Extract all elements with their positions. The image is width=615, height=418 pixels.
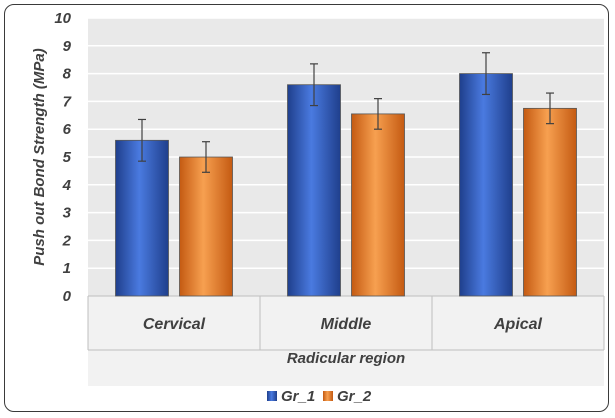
y-tick-label: 0 — [63, 288, 72, 305]
category-label-apical: Apical — [493, 316, 543, 333]
legend-label-gr-1: Gr_1 — [281, 388, 315, 405]
bar-gr-2-cervical — [179, 156, 233, 297]
y-tick-label: 1 — [63, 260, 71, 277]
category-band-bg — [88, 296, 604, 386]
y-tick-label: 2 — [62, 232, 72, 249]
bar-gr-1-middle — [287, 84, 341, 297]
bar-gr-1-apical — [459, 73, 513, 297]
y-axis-title: Push out Bond Strength (MPa) — [31, 48, 48, 265]
y-tick-label: 4 — [62, 177, 72, 194]
bars — [115, 52, 577, 297]
bar-gr-2-middle — [351, 113, 405, 297]
category-labels: Cervical Middle Apical — [143, 316, 543, 333]
legend-swatch-gr-2 — [323, 391, 333, 401]
category-label-cervical: Cervical — [143, 316, 206, 333]
grid-lines — [88, 17, 604, 269]
y-tick-label: 9 — [63, 38, 72, 55]
bar-gr-2-apical — [523, 107, 577, 297]
legend: Gr_1 Gr_2 — [267, 388, 372, 405]
y-tick-label: 6 — [63, 121, 72, 138]
category-band — [87, 295, 605, 386]
y-tick-labels: 0 1 2 3 4 5 6 7 8 9 10 — [54, 10, 71, 305]
y-tick-label: 8 — [63, 66, 72, 83]
legend-label-gr-2: Gr_2 — [337, 388, 372, 405]
y-tick-label: 10 — [54, 10, 71, 27]
legend-swatch-gr-1 — [267, 391, 277, 401]
y-tick-label: 5 — [63, 149, 72, 166]
bar-gr-1-cervical — [115, 139, 169, 297]
y-tick-label: 3 — [63, 205, 72, 222]
y-tick-label: 7 — [63, 93, 72, 110]
x-axis-title: Radicular region — [287, 350, 405, 367]
category-label-middle: Middle — [321, 316, 372, 333]
